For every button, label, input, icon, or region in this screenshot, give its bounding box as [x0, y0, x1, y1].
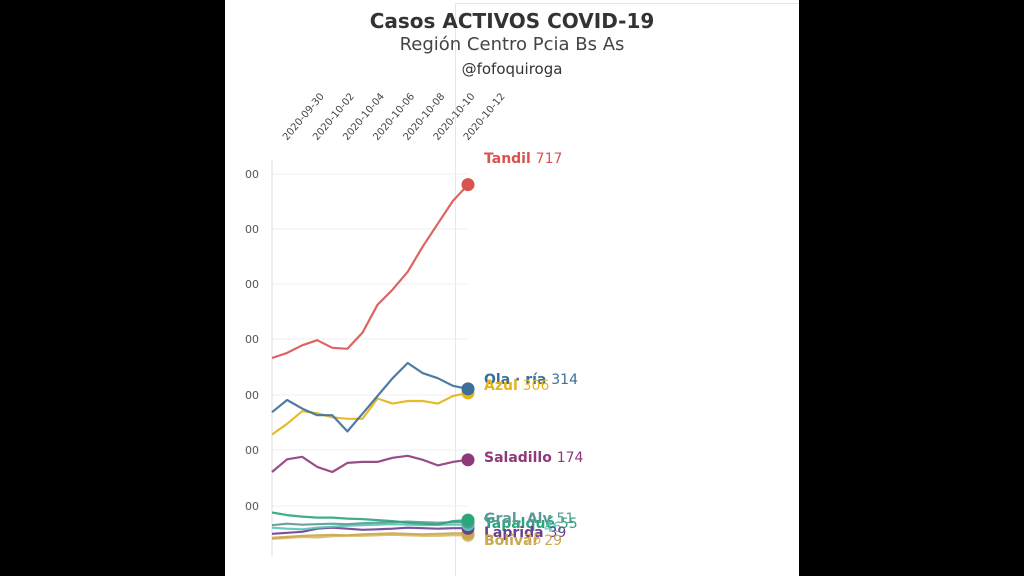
series-end-dot: [461, 382, 475, 396]
series-end-label: 46: [544, 520, 562, 536]
series-line: [271, 361, 469, 433]
series-end-dot: [461, 513, 475, 527]
panel-border: [455, 3, 799, 576]
series-line: [271, 183, 469, 360]
series-end-dot: [461, 178, 475, 192]
author-handle: @fofoquiroga: [461, 60, 563, 78]
series-line: [271, 526, 468, 535]
y-tick-label: 00: [245, 278, 259, 291]
series-end-label: Laprida 39: [484, 525, 566, 541]
chart-title: Casos ACTIVOS COVID-19: [369, 9, 655, 33]
series-end-label: Tapalqué 55: [484, 516, 578, 532]
y-tick-label: 00: [245, 168, 259, 181]
series-end-label: Saladillo 174: [484, 450, 584, 466]
y-tick-label: 00: [245, 333, 259, 346]
series-line: [271, 532, 468, 539]
chart-panel: Casos ACTIVOS COVID-19 Región Centro Pci…: [225, 0, 799, 576]
series-line: [271, 511, 469, 526]
series-line: [271, 454, 469, 474]
y-tick-label: 00: [245, 223, 259, 236]
series-end-label: Gral. Alv 51: [484, 511, 574, 527]
y-tick-label: 00: [245, 444, 259, 457]
series-end-label: Azul 306: [484, 378, 549, 394]
y-tick-label: 00: [245, 500, 259, 513]
series-end-label: Tandil 717: [484, 151, 562, 167]
series-end-dot: [461, 453, 475, 467]
chart-subtitle: Región Centro Pcia Bs As: [399, 34, 625, 55]
series-line: [271, 533, 468, 540]
y-tick-label: 00: [245, 389, 259, 402]
series-end-label: Bolívar 29: [484, 533, 562, 549]
series-line: [271, 391, 469, 436]
series-end-label: Ola · ría 314: [484, 372, 578, 388]
line-chart: 000000000000002020-09-302020-10-022020-1…: [245, 91, 584, 556]
series-line: [271, 520, 468, 527]
series-end-label: 25: [524, 532, 542, 548]
